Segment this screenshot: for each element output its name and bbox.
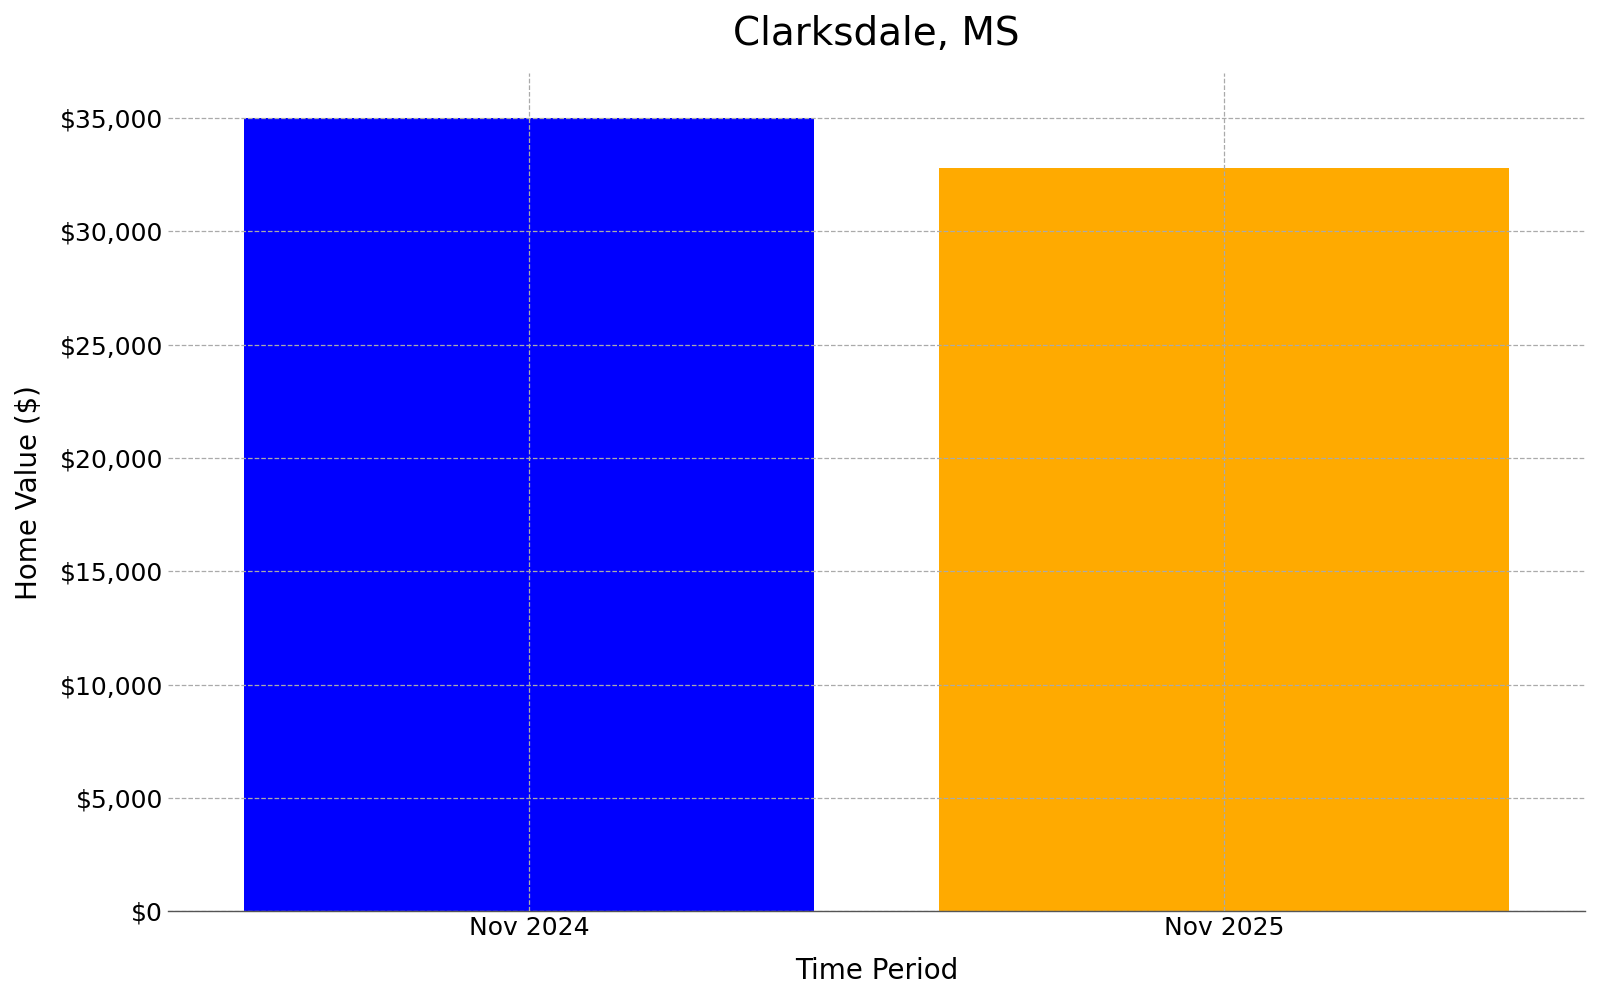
X-axis label: Time Period: Time Period: [795, 957, 958, 985]
Title: Clarksdale, MS: Clarksdale, MS: [733, 15, 1019, 53]
Bar: [245, 118, 814, 911]
Y-axis label: Home Value ($): Home Value ($): [14, 385, 43, 600]
Bar: [939, 168, 1509, 911]
